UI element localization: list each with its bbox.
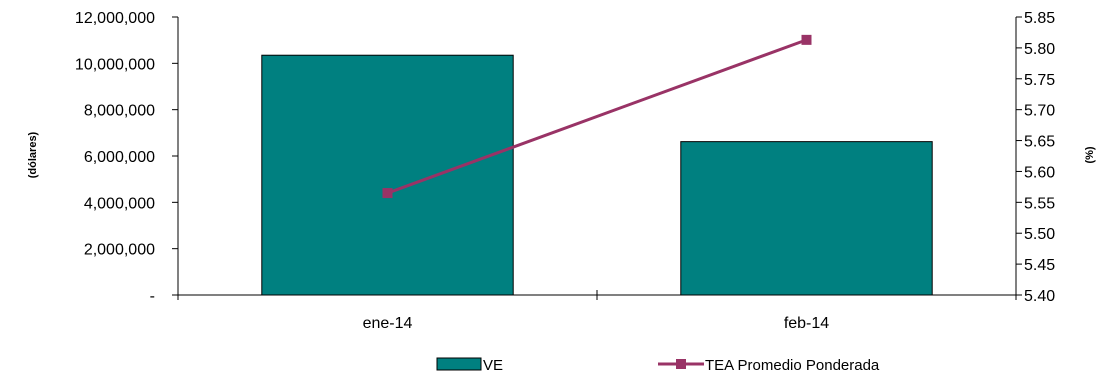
legend-item-ve: VE (436, 357, 503, 374)
legend-item-tea: TEA Promedio Ponderada (658, 357, 880, 374)
right-tick-label: 5.55 (1024, 195, 1055, 212)
legend-swatch-ve (436, 357, 482, 371)
right-tick-label: 5.65 (1024, 134, 1055, 151)
left-tick-label: 12,000,000 (75, 10, 155, 27)
right-tick-label: 5.80 (1024, 41, 1055, 58)
legend: VE TEA Promedio Ponderada (436, 357, 880, 374)
x-tick-label: ene-14 (363, 315, 413, 332)
bar-feb-14 (680, 141, 933, 296)
legend-label-ve: VE (483, 357, 503, 374)
left-tick-label: 6,000,000 (84, 149, 155, 166)
bar-ene-14 (261, 54, 514, 296)
right-tick-label: 5.45 (1024, 257, 1055, 274)
left-tick-label: 10,000,000 (75, 56, 155, 73)
legend-label-tea: TEA Promedio Ponderada (705, 357, 880, 374)
left-axis-title: (dólares) (27, 131, 39, 178)
bar-series (261, 54, 933, 296)
tea-point-ene-14 (382, 188, 393, 199)
left-tick-label: - (150, 288, 155, 305)
right-y-axis: 5.40 5.45 5.50 5.55 5.60 5.65 5.70 5.75 5.80 5.85 (1015, 10, 1055, 305)
x-axis: ene-14 feb-14 (177, 290, 1017, 332)
left-y-axis: - 2,000,000 4,000,000 6,000,000 8,000,000 10,… (75, 10, 179, 305)
right-tick-label: 5.70 (1024, 103, 1055, 120)
legend-marker-tea (676, 359, 686, 369)
tea-line (386, 38, 808, 195)
right-tick-label: 5.40 (1024, 288, 1055, 305)
line-series (382, 34, 812, 199)
left-tick-label: 2,000,000 (84, 242, 155, 259)
right-tick-label: 5.50 (1024, 226, 1055, 243)
x-tick-label: feb-14 (784, 315, 829, 332)
right-tick-label: 5.85 (1024, 10, 1055, 27)
tea-point-feb-14 (801, 34, 812, 45)
left-tick-label: 8,000,000 (84, 103, 155, 120)
left-tick-label: 4,000,000 (84, 195, 155, 212)
right-tick-label: 5.60 (1024, 164, 1055, 181)
right-tick-label: 5.75 (1024, 72, 1055, 89)
right-axis-title: (%) (1084, 146, 1096, 163)
